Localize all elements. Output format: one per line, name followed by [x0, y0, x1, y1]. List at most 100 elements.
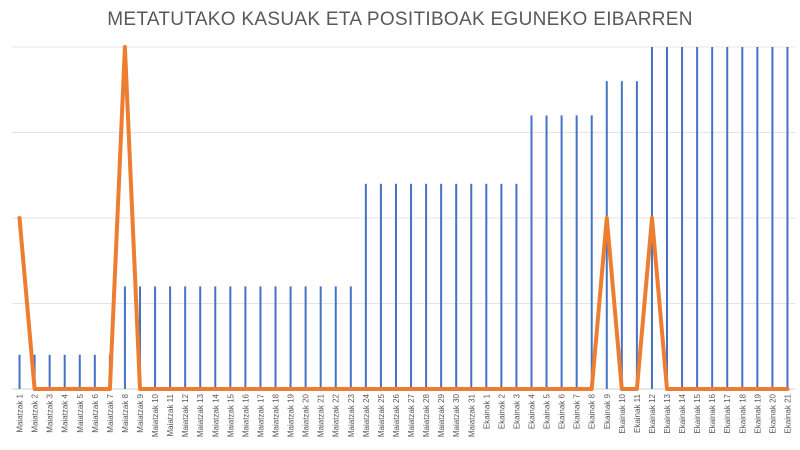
x-tick-label: Ekainak 21 — [783, 393, 792, 433]
x-tick-label: Maiatzak 1 — [16, 393, 25, 432]
bar — [48, 354, 51, 389]
x-tick-label: Maiatzak 10 — [151, 393, 160, 437]
x-tick-label: Maiatzak 13 — [196, 393, 205, 437]
bar — [78, 354, 81, 389]
x-tick-label: Maiatzak 19 — [287, 393, 296, 437]
x-tick-label: Ekainak 8 — [588, 393, 597, 429]
x-tick-label: Maiatzak 23 — [347, 393, 356, 437]
bar — [18, 354, 21, 389]
bar — [214, 286, 217, 389]
bar — [440, 183, 443, 389]
bar — [711, 47, 714, 389]
x-tick-label: Maiatzak 8 — [121, 393, 130, 432]
bar — [123, 286, 126, 389]
x-tick-label: Maiatzak 28 — [422, 393, 431, 437]
bar — [530, 115, 533, 390]
x-tick-label: Maiatzak 27 — [407, 393, 416, 437]
bar — [184, 286, 187, 389]
bar — [169, 286, 172, 389]
bar — [590, 115, 593, 390]
x-tick-label: Ekainak 7 — [573, 393, 582, 429]
bar — [741, 47, 744, 389]
series-line — [17, 45, 790, 391]
x-tick-label: Ekainak 18 — [738, 393, 747, 433]
x-tick-label: Maiatzak 15 — [226, 393, 235, 437]
x-tick-label: Maiatzak 2 — [31, 393, 40, 432]
bar — [771, 47, 774, 389]
bar — [756, 47, 759, 389]
x-tick-label: Maiatzak 30 — [452, 393, 461, 437]
x-tick-label: Maiatzak 24 — [362, 393, 371, 437]
x-tick-label: Maiatzak 21 — [317, 393, 326, 437]
bar — [575, 115, 578, 390]
x-tick-label: Ekainak 20 — [768, 393, 777, 433]
bar — [485, 183, 488, 389]
x-tick-label: Ekainak 13 — [663, 393, 672, 433]
bar — [410, 183, 413, 389]
x-tick-label: Ekainak 5 — [543, 393, 552, 429]
bar — [154, 286, 157, 389]
x-tick-label: Ekainak 1 — [482, 393, 491, 429]
bar — [620, 81, 623, 389]
bar — [379, 183, 382, 389]
x-tick-label: Maiatzak 12 — [181, 393, 190, 437]
bar — [681, 47, 684, 389]
bar — [515, 183, 518, 389]
bar — [545, 115, 548, 390]
x-tick-label: Maiatzak 31 — [467, 393, 476, 437]
x-tick-label: Maiatzak 3 — [46, 393, 55, 432]
x-tick-label: Ekainak 19 — [753, 393, 762, 433]
x-tick-label: Maiatzak 14 — [211, 393, 220, 437]
x-tick-label: Maiatzak 26 — [392, 393, 401, 437]
bar — [364, 183, 367, 389]
x-tick-label: Ekainak 2 — [497, 393, 506, 429]
bar — [304, 286, 307, 389]
x-tick-label: Maiatzak 22 — [332, 393, 341, 437]
bar — [259, 286, 262, 389]
x-tick-label: Maiatzak 6 — [91, 393, 100, 432]
bar — [319, 286, 322, 389]
x-tick-label: Maiatzak 20 — [302, 393, 311, 437]
x-tick-label: Ekainak 14 — [678, 393, 687, 433]
x-tick-label: Maiatzak 9 — [136, 393, 145, 432]
x-tick-label: Ekainak 6 — [558, 393, 567, 429]
bar — [349, 286, 352, 389]
bar — [289, 286, 292, 389]
bar — [425, 183, 428, 389]
bar — [244, 286, 247, 389]
chart-title: METATUTAKO KASUAK ETA POSITIBOAK EGUNEKO… — [107, 9, 693, 30]
bar — [455, 183, 458, 389]
x-tick-label: Ekainak 16 — [708, 393, 717, 433]
x-tick-label: Ekainak 12 — [648, 393, 657, 433]
bar — [93, 354, 96, 389]
bar — [666, 47, 669, 389]
bar — [726, 47, 729, 389]
bar — [199, 286, 202, 389]
x-tick-label: Ekainak 4 — [527, 393, 536, 429]
bar — [560, 115, 563, 390]
x-tick-label: Ekainak 9 — [603, 393, 612, 429]
x-tick-label: Maiatzak 17 — [256, 393, 265, 437]
bar — [696, 47, 699, 389]
x-tick-label: Maiatzak 7 — [106, 393, 115, 432]
x-tick-label: Maiatzak 4 — [61, 393, 70, 432]
bar — [229, 286, 232, 389]
x-tick-label: Ekainak 10 — [618, 393, 627, 433]
bar — [470, 183, 473, 389]
bar — [394, 183, 397, 389]
x-tick-label: Maiatzak 18 — [272, 393, 281, 437]
x-tick-label: Maiatzak 11 — [166, 393, 175, 436]
bar — [63, 354, 66, 389]
x-tick-label: Ekainak 3 — [512, 393, 521, 429]
bar — [786, 47, 789, 389]
bar — [500, 183, 503, 389]
x-tick-label: Ekainak 15 — [693, 393, 702, 433]
x-tick-label: Maiatzak 29 — [437, 393, 446, 437]
bar — [334, 286, 337, 389]
bar — [635, 81, 638, 389]
x-tick-label: Maiatzak 25 — [377, 393, 386, 437]
x-tick-label: Ekainak 17 — [723, 393, 732, 433]
x-tick-label: Maiatzak 5 — [76, 393, 85, 432]
bar — [274, 286, 277, 389]
